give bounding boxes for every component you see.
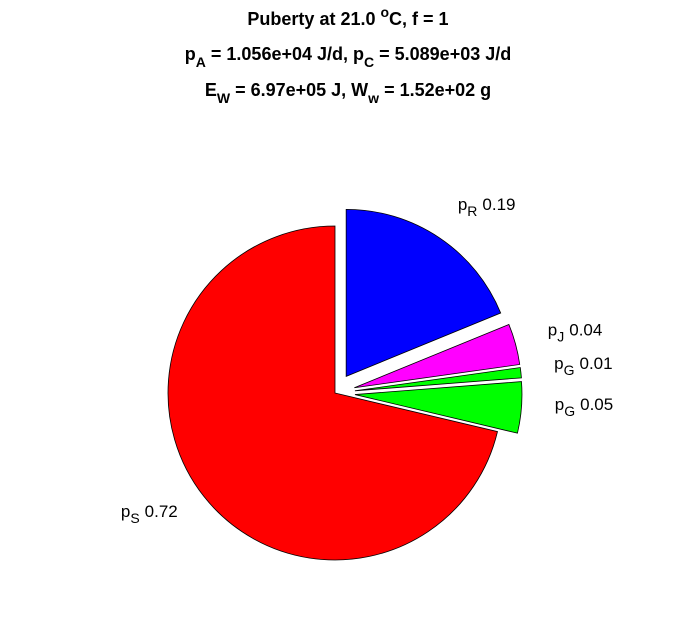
pie-slice <box>345 208 502 377</box>
chart-title: pA = 1.056e+04 J/d, pC = 5.089e+03 J/d <box>185 44 511 70</box>
label-sub: J <box>557 328 564 344</box>
pie-slice <box>354 381 523 434</box>
label-value: 0.72 <box>145 502 178 521</box>
title-part: = 1.056e+04 J/d, p <box>206 44 364 64</box>
label-base: p <box>548 320 557 339</box>
slice-label: pG 0.01 <box>554 354 612 378</box>
title-part: E <box>205 80 217 100</box>
pie-slice <box>354 323 521 389</box>
title-part: = 5.089e+03 J/d <box>374 44 511 64</box>
title-part: p <box>185 44 196 64</box>
pie-slice <box>354 367 522 392</box>
title-part: o <box>380 4 389 20</box>
label-value: 0.19 <box>482 195 515 214</box>
slice-label: pJ 0.04 <box>548 320 603 344</box>
label-base: p <box>554 354 563 373</box>
title-part: C <box>364 54 374 70</box>
title-part: W <box>217 90 231 106</box>
chart-title: Puberty at 21.0 oC, f = 1 <box>247 4 448 29</box>
title-part: = 6.97e+05 J, W <box>230 80 368 100</box>
title-part: w <box>367 90 379 106</box>
label-base: p <box>458 195 467 214</box>
pie-slice <box>167 225 498 561</box>
chart-title: EW = 6.97e+05 J, Ww = 1.52e+02 g <box>205 80 491 106</box>
label-value: 0.04 <box>569 320 602 339</box>
label-value: 0.05 <box>580 395 613 414</box>
slice-label: pG 0.05 <box>555 395 613 419</box>
title-part: Puberty at 21.0 <box>247 9 380 29</box>
label-sub: G <box>564 403 575 419</box>
label-sub: S <box>130 510 139 526</box>
label-sub: G <box>564 362 575 378</box>
label-value: 0.01 <box>579 354 612 373</box>
title-part: C, f = 1 <box>389 9 449 29</box>
slice-label: pS 0.72 <box>121 502 178 526</box>
label-base: p <box>121 502 130 521</box>
title-part: = 1.52e+02 g <box>379 80 491 100</box>
slice-label: pR 0.19 <box>458 195 516 219</box>
label-sub: R <box>467 203 477 219</box>
title-part: A <box>196 54 206 70</box>
label-base: p <box>555 395 564 414</box>
